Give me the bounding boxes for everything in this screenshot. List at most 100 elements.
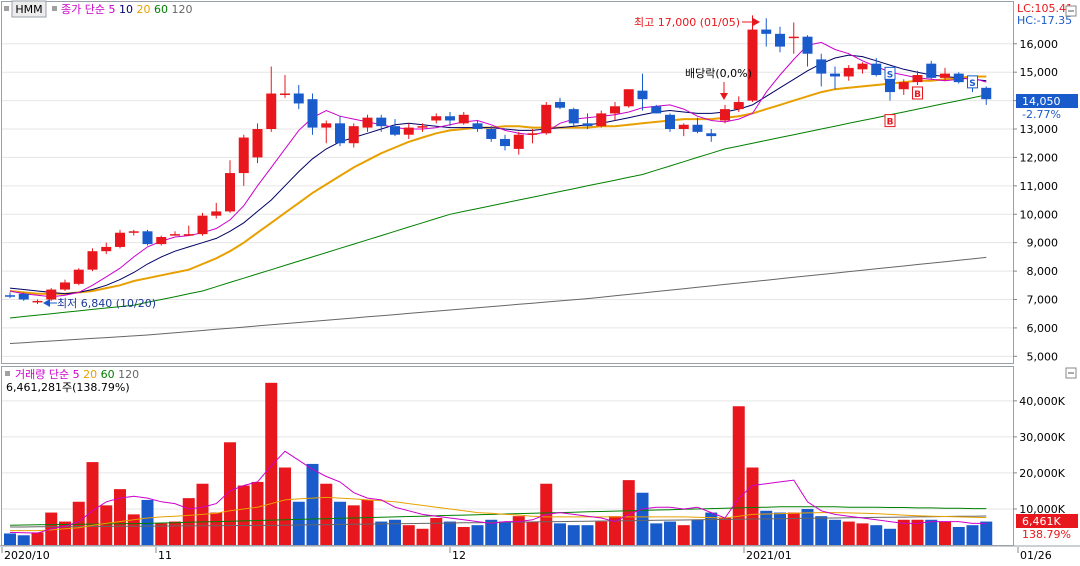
- volume-legend-item: 5: [73, 368, 84, 381]
- candle-body: [802, 36, 813, 54]
- candle-body: [170, 234, 180, 236]
- volume-bar: [760, 510, 773, 545]
- dividend-label: 배당락(0,0%): [685, 67, 752, 80]
- volume-y-axis: 10,000K 20,000K 30,000K 40,000K: [1013, 395, 1066, 516]
- candlesticks: [5, 15, 992, 305]
- candle-body: [115, 232, 125, 247]
- volume-bar: [939, 521, 951, 545]
- candle: [486, 126, 497, 142]
- candle-body: [403, 127, 414, 135]
- candle: [87, 248, 98, 272]
- price-ma20-line: [9, 75, 987, 295]
- candle: [857, 62, 868, 74]
- high-label: 최고 17,000 (01/05): [634, 16, 740, 29]
- candle: [775, 26, 785, 53]
- candle: [733, 96, 744, 112]
- volume-bar: [471, 525, 484, 545]
- candle: [293, 84, 304, 110]
- volume-bar: [320, 483, 333, 545]
- low-annotation: 최저 6,840 (10/20): [43, 297, 156, 310]
- volume-bar: [100, 505, 113, 545]
- signal-letter: B: [914, 90, 921, 100]
- candle: [362, 114, 373, 132]
- volume-badge-value: 6,461K: [1022, 515, 1061, 528]
- candle-body: [348, 126, 359, 144]
- candle-body: [513, 134, 524, 149]
- candle-body: [417, 126, 428, 128]
- candle: [225, 160, 235, 213]
- symbol-label[interactable]: HMM: [15, 3, 42, 16]
- candle: [788, 22, 799, 54]
- low-arrow-head-icon: [43, 299, 50, 307]
- current-price-badge: 14,050 -2.77%: [1016, 94, 1078, 121]
- candle: [5, 292, 15, 299]
- volume-grid: [2, 400, 1013, 510]
- signal-markers: S B B S: [884, 66, 978, 128]
- candle: [266, 66, 277, 132]
- signal-letter: B: [887, 118, 894, 128]
- volume-bar: [141, 499, 154, 545]
- candle-body: [623, 89, 634, 107]
- volume-bar: [966, 525, 979, 545]
- candle: [830, 66, 840, 90]
- candle: [46, 288, 57, 301]
- candle-body: [211, 211, 222, 216]
- candle: [871, 57, 882, 77]
- volume-tick-label: 40,000K: [1019, 395, 1065, 408]
- candle-body: [73, 269, 84, 284]
- price-tick-label: 12,000: [1020, 151, 1059, 164]
- volume-bar: [925, 519, 938, 545]
- low-label: 최저 6,840 (10/20): [57, 297, 156, 310]
- signal-box: [912, 86, 923, 100]
- volume-ma20-line: [10, 496, 987, 532]
- candle-body: [775, 33, 785, 47]
- price-ma5-line: [9, 41, 987, 298]
- candle-body: [101, 246, 112, 252]
- price-legend-text: 종가 단순 5 10 20 60 120: [61, 3, 192, 16]
- volume-bar: [774, 512, 786, 545]
- price-badge-value: 14,050: [1022, 95, 1061, 108]
- volume-bar: [581, 525, 594, 545]
- candle-body: [335, 123, 345, 144]
- symbol-box[interactable]: [11, 0, 47, 18]
- x-tick-label: 01/26: [1020, 549, 1052, 562]
- candle: [623, 89, 634, 108]
- volume-bar: [884, 528, 896, 545]
- candle: [582, 113, 593, 130]
- price-legend-item: 10: [119, 3, 137, 16]
- candle-body: [926, 63, 937, 78]
- candle-body: [472, 123, 483, 130]
- candle: [60, 279, 70, 291]
- volume-bar: [512, 516, 525, 545]
- buy-signal-marker: B: [912, 86, 923, 100]
- volume-legend-prefix: 단순: [49, 368, 73, 381]
- candle: [747, 15, 758, 103]
- volume-legend-item: 60: [101, 368, 119, 381]
- candle: [940, 67, 950, 81]
- volume-badge-box: [1016, 514, 1078, 528]
- volume-bar: [127, 514, 140, 545]
- candle-body: [871, 63, 882, 76]
- volume-bar: [911, 519, 924, 545]
- x-tick-label: 2021/01: [746, 549, 792, 562]
- volume-bar: [595, 521, 608, 545]
- candle-body: [87, 251, 98, 270]
- volume-bar: [457, 526, 470, 545]
- legend-square-icon: [4, 6, 9, 11]
- candle: [73, 268, 84, 286]
- candle-body: [128, 231, 139, 233]
- volume-bar: [361, 499, 374, 545]
- price-tick-label: 8,000: [1027, 265, 1059, 278]
- candle-body: [32, 300, 43, 303]
- candle-body: [582, 123, 593, 127]
- candle-body: [390, 126, 400, 135]
- candle: [197, 212, 208, 236]
- scroll-handle-volume[interactable]: [1065, 367, 1077, 379]
- candle: [335, 116, 345, 147]
- candle: [128, 229, 139, 236]
- scroll-handle-top[interactable]: [1065, 5, 1077, 17]
- candle-body: [733, 102, 744, 110]
- candle: [348, 123, 359, 148]
- candle: [981, 86, 992, 105]
- volume-bar: [72, 501, 85, 545]
